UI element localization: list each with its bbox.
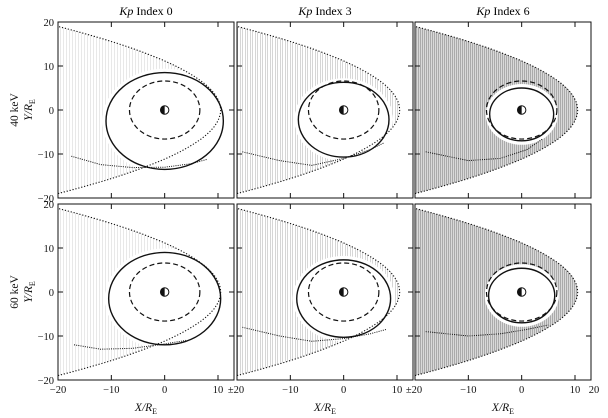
panel-plot-area xyxy=(237,25,401,195)
y-tick-label: −10 xyxy=(38,332,54,343)
column-title: Kp Index 0 xyxy=(118,4,172,18)
panel-plot-area xyxy=(237,207,401,377)
x-edge-tick-label: 20 xyxy=(589,385,600,396)
x-tick-label: 10 xyxy=(570,385,581,396)
y-tick-label: 10 xyxy=(44,62,55,73)
solid-boundary-circle xyxy=(487,267,556,324)
x-axis-label: X/RE xyxy=(313,402,336,416)
panel-plot-area xyxy=(58,25,228,195)
drift-trajectory xyxy=(425,138,544,162)
earth-nightside xyxy=(160,287,165,297)
x-tick-label: 10 xyxy=(213,385,224,396)
geosynchronous-dashed-circle xyxy=(485,262,558,322)
depleted-zone xyxy=(294,78,393,162)
column-title: Kp Index 3 xyxy=(297,4,351,18)
y-axis-label-main: Y/R xyxy=(23,286,35,303)
drift-trajectory xyxy=(425,324,549,337)
y-tick-label: 20 xyxy=(44,18,55,29)
column-title-label: Index 6 xyxy=(493,4,529,18)
panel-plot-area xyxy=(415,207,579,377)
panel-2-1: −20 −10 0 10 20 −20 −10 0 10 xyxy=(38,200,235,396)
x-tick-label: −10 xyxy=(103,385,119,396)
depleted-zone xyxy=(292,255,395,342)
y-tick-label: 0 xyxy=(49,106,54,117)
panel-1-3 xyxy=(414,21,592,199)
column-title-kp: Kp xyxy=(475,4,493,18)
y-axis-label-sub: E xyxy=(28,99,37,104)
x-axis-label-main: X/R xyxy=(313,402,331,414)
y-tick-label: −20 xyxy=(38,194,54,205)
y-tick-label: −10 xyxy=(38,150,54,161)
x-tick-label: −10 xyxy=(282,385,298,396)
solid-boundary-circle xyxy=(296,259,392,339)
panel-plot-area xyxy=(58,207,225,377)
earth-nightside xyxy=(339,105,344,115)
solid-boundary-circle xyxy=(105,71,225,171)
column-title: Kp Index 6 xyxy=(475,4,529,18)
magnetopause-boundary xyxy=(237,25,401,195)
panel-2-3: −10 0 10 xyxy=(414,203,592,396)
x-tick-label: 0 xyxy=(341,385,346,396)
x-tick-label: −20 xyxy=(50,385,66,396)
x-tick-label: −10 xyxy=(460,385,476,396)
magnetopause-boundary xyxy=(237,207,401,377)
solid-boundary-circle xyxy=(488,87,555,142)
solid-boundary-circle xyxy=(107,251,222,346)
panel-1-2 xyxy=(236,21,414,199)
y-axis-label-main: Y/R xyxy=(23,104,35,121)
earth-nightside xyxy=(517,287,522,297)
magnetopause-boundary xyxy=(415,207,579,377)
depleted-zone xyxy=(104,248,225,349)
y-tick-label: −20 xyxy=(38,376,54,387)
earth-nightside xyxy=(339,287,344,297)
geosynchronous-dashed-circle xyxy=(485,80,558,140)
column-title-label: Index 3 xyxy=(315,4,351,18)
depleted-zone xyxy=(102,68,228,174)
geosynchronous-dashed-circle xyxy=(128,80,201,140)
x-tick-label: 0 xyxy=(519,385,524,396)
y-axis-label: Y/RE xyxy=(23,99,37,121)
panel-2-2: −10 0 10 xyxy=(236,203,414,396)
x-axis-label: X/RE xyxy=(134,402,157,416)
x-axis-label-sub: E xyxy=(152,407,157,416)
magnetopause-boundary xyxy=(58,25,222,195)
x-edge-tick-label: ±20 xyxy=(228,385,244,396)
magnetopause-boundary xyxy=(415,25,579,195)
earth-nightside xyxy=(160,105,165,115)
earth-nightside xyxy=(517,105,522,115)
y-tick-label: 10 xyxy=(44,244,55,255)
column-title-label: Index 0 xyxy=(136,4,172,18)
row-label: 40 keV xyxy=(9,93,21,127)
x-axis-label-sub: E xyxy=(509,407,514,416)
row-label: 60 keV xyxy=(9,275,21,309)
y-tick-label: 0 xyxy=(49,288,54,299)
geosynchronous-dashed-circle xyxy=(128,262,201,322)
x-axis-label-main: X/R xyxy=(134,402,152,414)
column-title-kp: Kp xyxy=(118,4,136,18)
drift-trajectory xyxy=(242,326,387,342)
y-axis-label-sub: E xyxy=(28,281,37,286)
x-edge-tick-label: ±20 xyxy=(406,385,422,396)
panel-plot-area xyxy=(415,25,579,195)
y-tick-label: 20 xyxy=(44,200,55,211)
x-axis-label-main: X/R xyxy=(491,402,509,414)
x-tick-label: 10 xyxy=(392,385,403,396)
x-axis-label-sub: E xyxy=(331,407,336,416)
geosynchronous-dashed-circle xyxy=(307,80,380,140)
solid-boundary-circle xyxy=(297,81,390,158)
column-title-kp: Kp xyxy=(297,4,315,18)
panel-1-1: −20 −10 0 10 20 xyxy=(38,18,235,205)
geosynchronous-dashed-circle xyxy=(307,262,380,322)
x-tick-label: 0 xyxy=(162,385,167,396)
y-axis-label: Y/RE xyxy=(23,281,37,303)
x-axis-label: X/RE xyxy=(491,402,514,416)
drift-trajectory xyxy=(73,339,187,350)
